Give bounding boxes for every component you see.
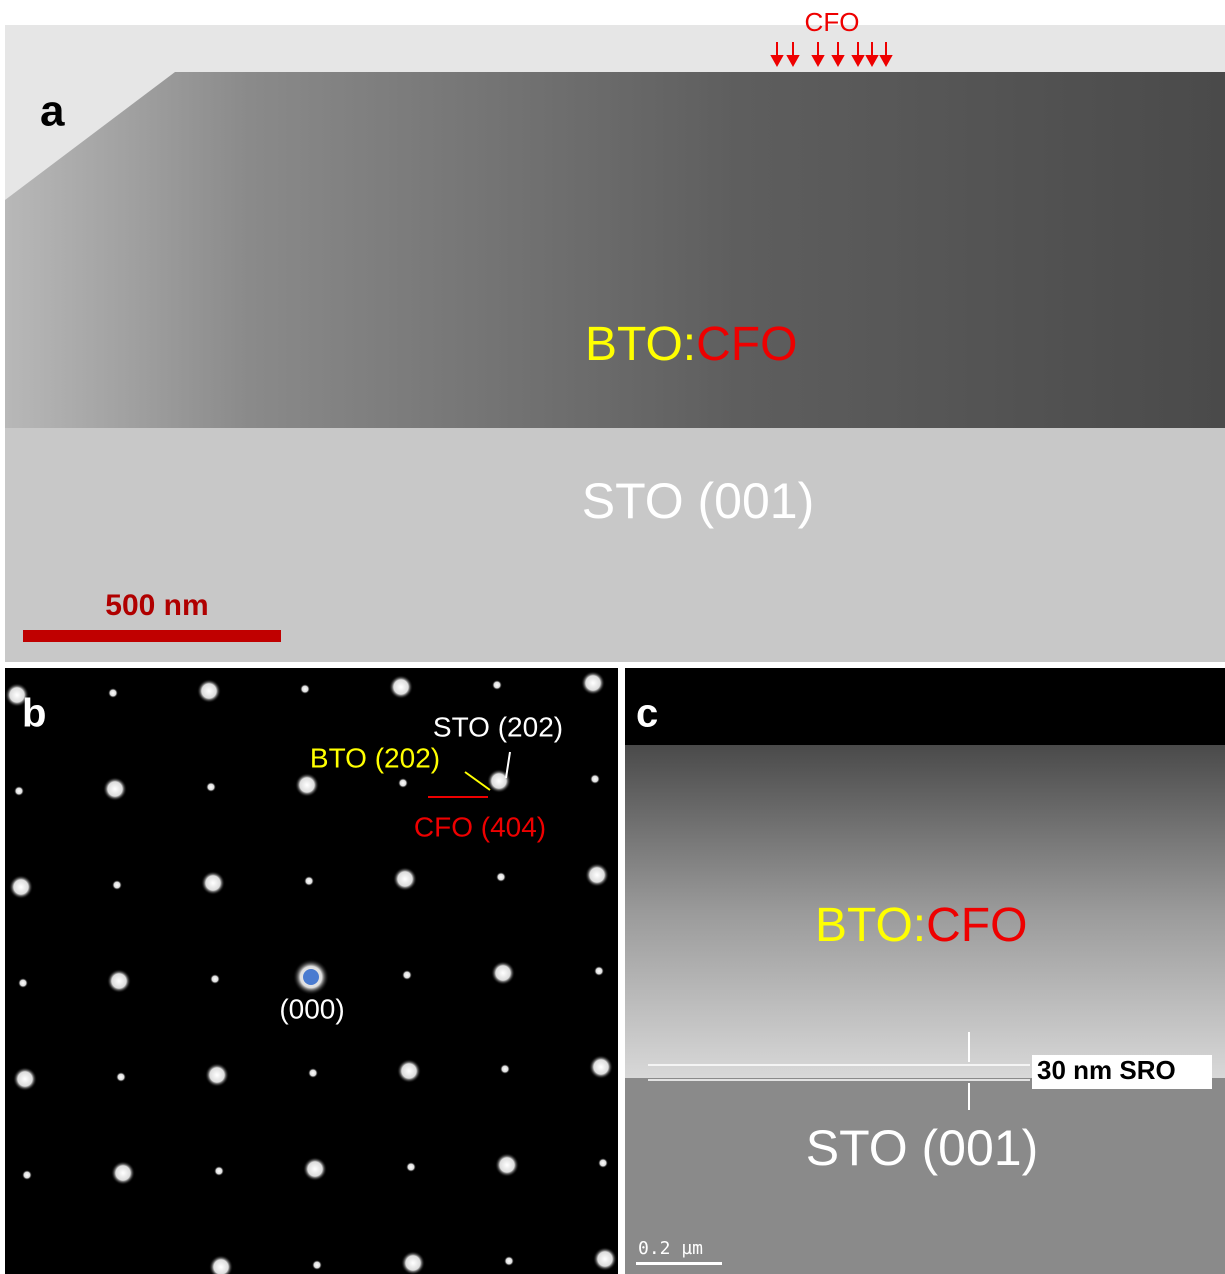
- sro-label: 30 nm SRO: [1037, 1055, 1176, 1085]
- spot: [598, 1158, 608, 1168]
- spot: [308, 1068, 318, 1078]
- spot: [406, 1162, 416, 1172]
- scale-label: 0.2 µm: [638, 1238, 703, 1259]
- scale-bar: [23, 630, 281, 642]
- panel-label: a: [40, 87, 65, 136]
- spot: [500, 1064, 510, 1074]
- spot: [402, 970, 412, 980]
- film-label-bto: BTO:: [585, 318, 696, 371]
- film-label-bto: BTO:: [815, 899, 926, 952]
- spot: [18, 978, 28, 988]
- spot: [201, 871, 225, 895]
- spot: [300, 684, 310, 694]
- spot: [304, 876, 314, 886]
- spot: [210, 974, 220, 984]
- spot: [593, 1247, 617, 1271]
- substrate-label: STO (001): [582, 473, 815, 529]
- spot: [205, 1063, 229, 1087]
- spot: [398, 778, 408, 788]
- spot: [589, 1055, 613, 1079]
- spot: [13, 1067, 37, 1091]
- spot: [401, 1251, 425, 1274]
- scale-label: 500 nm: [105, 589, 208, 622]
- spot: [108, 688, 118, 698]
- spot: [295, 773, 319, 797]
- film-label-cfo: CFO: [926, 899, 1027, 952]
- figure: CFO a BTO:CFO STO (001) 500 nm b STO (20…: [0, 0, 1225, 1274]
- film-label: BTO:CFO: [815, 899, 1027, 952]
- panel-c: c BTO:CFO 30 nm SRO STO (001) 0.2 µm: [625, 668, 1225, 1274]
- spot: [112, 880, 122, 890]
- cfo-label: CFO: [805, 7, 860, 37]
- panel-label: c: [636, 692, 658, 736]
- cfo-label: CFO (404): [414, 811, 546, 842]
- panel-label: b: [22, 692, 46, 736]
- film-label-cfo: CFO: [696, 318, 797, 371]
- scale-bar: [636, 1262, 722, 1265]
- spot: [393, 867, 417, 891]
- spot: [206, 782, 216, 792]
- spot: [590, 774, 600, 784]
- spot: [594, 966, 604, 976]
- spot: [214, 1166, 224, 1176]
- spot: [585, 863, 609, 887]
- spot: [9, 875, 33, 899]
- vacuum: [625, 668, 1225, 745]
- bto-label: BTO (202): [310, 742, 440, 773]
- spot: [496, 872, 506, 882]
- spot: [303, 1157, 327, 1181]
- spot: [103, 777, 127, 801]
- substrate: [5, 428, 1225, 662]
- spot: [389, 675, 413, 699]
- substrate-label: STO (001): [806, 1120, 1039, 1176]
- spot: [495, 1153, 519, 1177]
- spot: [581, 671, 605, 695]
- spot: [491, 961, 515, 985]
- origin-label: (000): [279, 993, 344, 1024]
- spot: [197, 679, 221, 703]
- panel-b: b STO (202) BTO (202) CFO (404) (000): [5, 668, 618, 1274]
- spot: [312, 1260, 322, 1270]
- film: [5, 72, 1225, 428]
- spot: [116, 1072, 126, 1082]
- film-label: BTO:CFO: [585, 318, 797, 371]
- spot: [492, 680, 502, 690]
- spot: [504, 1256, 514, 1266]
- spot: [107, 969, 131, 993]
- spot: [111, 1161, 135, 1185]
- sto-label: STO (202): [433, 711, 563, 742]
- panel-a: CFO a BTO:CFO STO (001) 500 nm: [5, 7, 1225, 662]
- spot: [14, 786, 24, 796]
- spot: [397, 1059, 421, 1083]
- origin-marker: [303, 969, 319, 985]
- spot: [22, 1170, 32, 1180]
